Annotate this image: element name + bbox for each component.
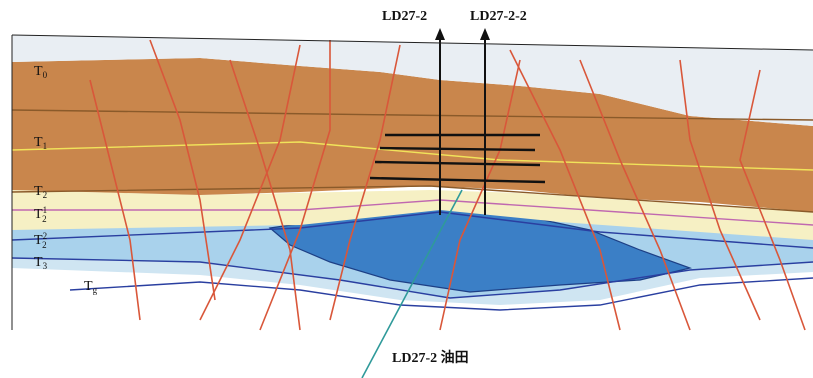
well-label: LD27-2-2 [470,9,527,24]
horizon-label: Tg [84,279,98,295]
layers [12,35,813,305]
caption: LD27-2 油田 [392,349,469,366]
cross-section: LD27-2 LD27-2-2 T0 T1 T2 T12 T22 T3 Tg L… [0,0,813,378]
well-arrow [480,28,490,40]
well-label: LD27-2 [382,9,427,24]
well-arrow [435,28,445,40]
